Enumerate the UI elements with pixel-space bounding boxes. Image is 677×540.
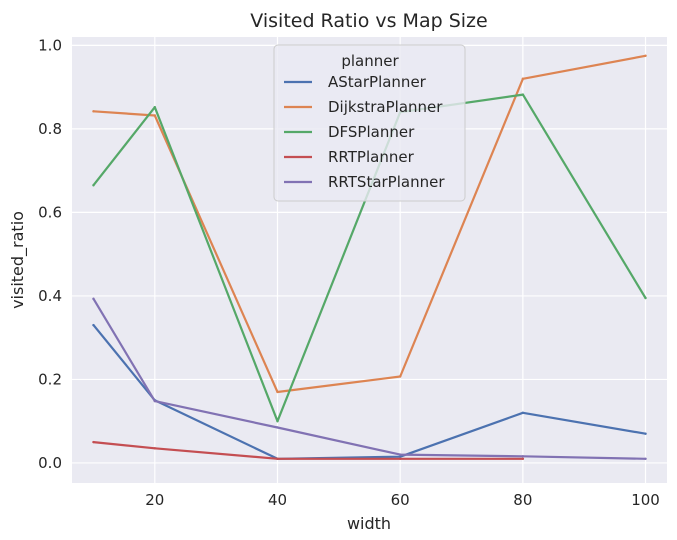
legend-title: planner — [341, 52, 399, 70]
x-tick-label: 100 — [631, 491, 660, 509]
y-tick-labels: 0.0 0.2 0.4 0.6 0.8 1.0 — [38, 36, 62, 472]
data-point — [398, 375, 402, 378]
data-point — [92, 440, 95, 444]
data-point — [276, 426, 279, 429]
data-point — [276, 457, 279, 460]
legend-label: RRTStarPlanner — [328, 173, 445, 191]
data-point — [521, 411, 525, 415]
data-point — [398, 453, 402, 456]
x-tick-label: 60 — [391, 491, 410, 509]
x-axis-label: width — [347, 514, 391, 533]
data-point — [644, 432, 647, 435]
y-tick-label: 0.8 — [38, 120, 62, 138]
data-point — [644, 54, 647, 57]
y-tick-label: 0.0 — [38, 454, 62, 472]
data-point — [92, 184, 95, 187]
data-point — [521, 93, 525, 96]
legend-items: AStarPlanner DijkstraPlanner DFSPlanner RRT… — [284, 73, 445, 191]
legend-label: DijkstraPlanner — [328, 98, 443, 116]
legend: planner AStarPlanner DijkstraPlanner DFSPl… — [273, 44, 466, 202]
x-tick-labels: 20 40 60 80 100 — [145, 491, 660, 509]
chart-title: Visited Ratio vs Map Size — [250, 10, 487, 32]
series-line-dfsplanner — [92, 93, 647, 423]
data-point — [276, 419, 279, 423]
data-point — [153, 399, 157, 403]
data-point — [521, 77, 525, 80]
data-point — [153, 447, 157, 450]
y-axis-label: visited_ratio — [8, 211, 28, 309]
y-tick-label: 0.4 — [38, 287, 62, 305]
legend-box — [273, 44, 466, 202]
y-tick-label: 0.6 — [38, 203, 62, 221]
y-tick-label: 0.2 — [38, 370, 62, 388]
data-point — [153, 114, 157, 117]
data-point — [92, 297, 95, 301]
y-tick-label: 1.0 — [38, 36, 62, 54]
data-point — [644, 296, 647, 300]
data-point — [644, 457, 647, 460]
data-point — [521, 457, 525, 460]
legend-label: AStarPlanner — [328, 73, 427, 91]
series-layer — [92, 54, 647, 460]
data-point — [92, 323, 95, 327]
data-point — [153, 105, 157, 109]
data-point — [92, 110, 95, 113]
data-point — [521, 455, 525, 458]
legend-label: RRTPlanner — [328, 148, 415, 166]
series-line-rrtstarplanner — [92, 297, 647, 460]
x-tick-label: 40 — [268, 491, 287, 509]
x-tick-label: 20 — [145, 491, 164, 509]
x-tick-label: 80 — [513, 491, 532, 509]
data-point — [276, 390, 279, 394]
legend-label: DFSPlanner — [328, 123, 415, 141]
series-line-dijkstraplanner — [92, 54, 647, 394]
data-point — [398, 455, 402, 458]
data-point — [398, 457, 402, 460]
